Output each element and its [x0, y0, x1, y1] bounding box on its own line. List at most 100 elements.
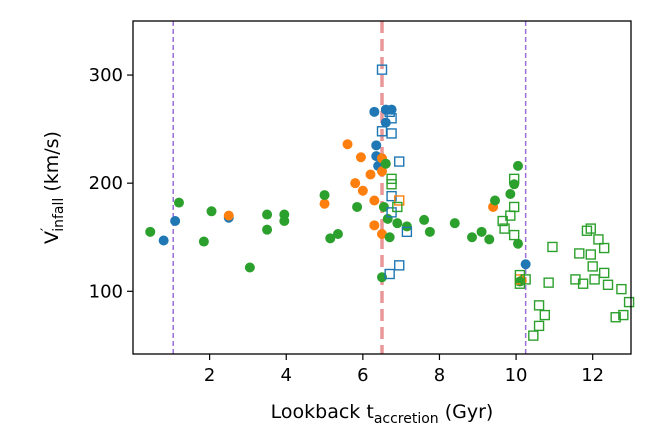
x-axis-label-unit: (Gyr) — [439, 401, 494, 423]
x-tick-label-8: 8 — [434, 365, 445, 386]
green-filled-point-18 — [384, 232, 395, 243]
green-filled-point-31 — [512, 238, 523, 249]
green-filled-point-1 — [145, 226, 156, 237]
green-open-point-13 — [528, 330, 539, 341]
x-axis-ticks: 2 4 6 8 10 12 — [204, 354, 604, 386]
green-open-point-21 — [577, 278, 589, 289]
green-open-point-8 — [508, 201, 520, 213]
orange-filled-point-1 — [223, 210, 234, 221]
green-filled-point-7 — [262, 224, 273, 235]
green-open-point-15 — [533, 300, 545, 311]
green-open-point-24 — [585, 249, 596, 260]
blue-filled-point-11 — [520, 259, 531, 270]
orange-filled-point-6 — [357, 185, 368, 196]
green-filled-point-24 — [467, 232, 478, 243]
y-axis-label-prime: ′ — [39, 228, 55, 231]
reference-lines — [172, 21, 527, 354]
green-open-point-30 — [602, 279, 614, 291]
orange-filled-point-2 — [319, 198, 330, 209]
green-open-point-33 — [618, 309, 629, 321]
green-open-point-12 — [520, 274, 531, 285]
x-axis-label: Lookback taccretion (Gyr) — [271, 401, 494, 427]
green-open-point-5 — [499, 223, 510, 234]
green-open-point-18 — [547, 241, 558, 253]
green-filled-point-29 — [509, 179, 520, 190]
y-axis-label-main: V — [41, 231, 63, 244]
green-open-point-9 — [508, 229, 520, 241]
y-tick-label-300: 300 — [89, 65, 123, 86]
blue-filled-point-4 — [369, 106, 380, 117]
blue-open-point-3 — [384, 106, 395, 118]
green-open-point-32 — [616, 283, 627, 295]
blue-open-point-1 — [376, 64, 388, 75]
x-tick-label-10: 10 — [505, 365, 528, 386]
green-open-point-26 — [589, 274, 600, 285]
y-axis-label-unit: (km/s) — [41, 131, 63, 198]
orange-filled-point-12 — [377, 228, 387, 239]
green-open-point-31 — [610, 312, 621, 323]
orange-filled-point-5 — [355, 152, 366, 163]
green-filled-point-2 — [173, 197, 184, 208]
green-filled-point-10 — [319, 190, 330, 201]
orange-filled-point-8 — [369, 195, 380, 206]
x-tick-label-4: 4 — [281, 365, 292, 386]
orange-open-point-1 — [394, 195, 405, 206]
y-tick-label-200: 200 — [89, 173, 123, 194]
green-filled-point-23 — [449, 218, 460, 229]
blue-filled-point-5 — [371, 140, 382, 151]
green-filled-point-13 — [352, 201, 363, 212]
x-axis-label-subscript: accretion — [374, 411, 439, 427]
green-open-point-20 — [574, 248, 585, 259]
orange-filled-point-11 — [377, 166, 387, 177]
green-filled-point-32 — [514, 276, 525, 287]
green-filled-point-11 — [325, 233, 336, 244]
green-open-point-25 — [587, 261, 598, 272]
orange-filled-point-7 — [365, 169, 376, 180]
data-points — [145, 64, 635, 341]
green-filled-point-3 — [198, 236, 209, 247]
green-filled-point-21 — [419, 214, 430, 225]
green-filled-point-27 — [490, 195, 501, 206]
orange-filled-point-3 — [342, 139, 353, 150]
y-axis-ticks: 100 200 300 — [89, 65, 133, 302]
green-filled-point-28 — [505, 188, 516, 199]
green-filled-point-5 — [244, 262, 255, 273]
x-tick-label-12: 12 — [581, 365, 604, 386]
green-filled-point-12 — [332, 228, 343, 239]
x-tick-label-2: 2 — [204, 365, 215, 386]
green-filled-point-20 — [401, 221, 412, 232]
green-open-point-28 — [598, 242, 610, 254]
y-axis-label: V′infall (km/s) — [39, 131, 67, 244]
green-open-point-27 — [593, 234, 604, 245]
green-open-point-1 — [386, 173, 397, 185]
green-open-point-4 — [497, 215, 508, 227]
green-open-point-34 — [623, 296, 635, 308]
blue-open-point-7 — [386, 207, 397, 218]
green-open-point-2 — [386, 179, 397, 190]
blue-open-point-8 — [384, 268, 395, 280]
green-filled-point-19 — [392, 218, 403, 229]
green-open-point-17 — [543, 277, 554, 288]
green-filled-point-4 — [206, 206, 217, 217]
x-axis-label-main: Lookback t — [271, 401, 374, 423]
x-tick-label-6: 6 — [357, 365, 368, 386]
y-axis-label-subscript: infall — [51, 198, 67, 232]
blue-open-point-4 — [386, 113, 397, 124]
blue-filled-point-2 — [170, 216, 181, 227]
green-open-point-16 — [539, 309, 551, 321]
green-filled-point-22 — [424, 226, 435, 237]
green-open-point-7 — [508, 173, 520, 185]
blue-filled-point-1 — [158, 235, 169, 246]
orange-filled-point-4 — [350, 178, 361, 189]
green-open-point-3 — [392, 201, 403, 213]
green-filled-point-16 — [380, 158, 391, 169]
green-filled-point-9 — [279, 216, 290, 227]
green-filled-point-6 — [262, 209, 273, 220]
blue-open-point-11 — [401, 226, 413, 238]
orange-filled-point-9 — [369, 220, 380, 231]
green-filled-point-26 — [484, 234, 495, 245]
y-tick-label-100: 100 — [89, 281, 123, 302]
blue-open-point-9 — [394, 156, 405, 167]
